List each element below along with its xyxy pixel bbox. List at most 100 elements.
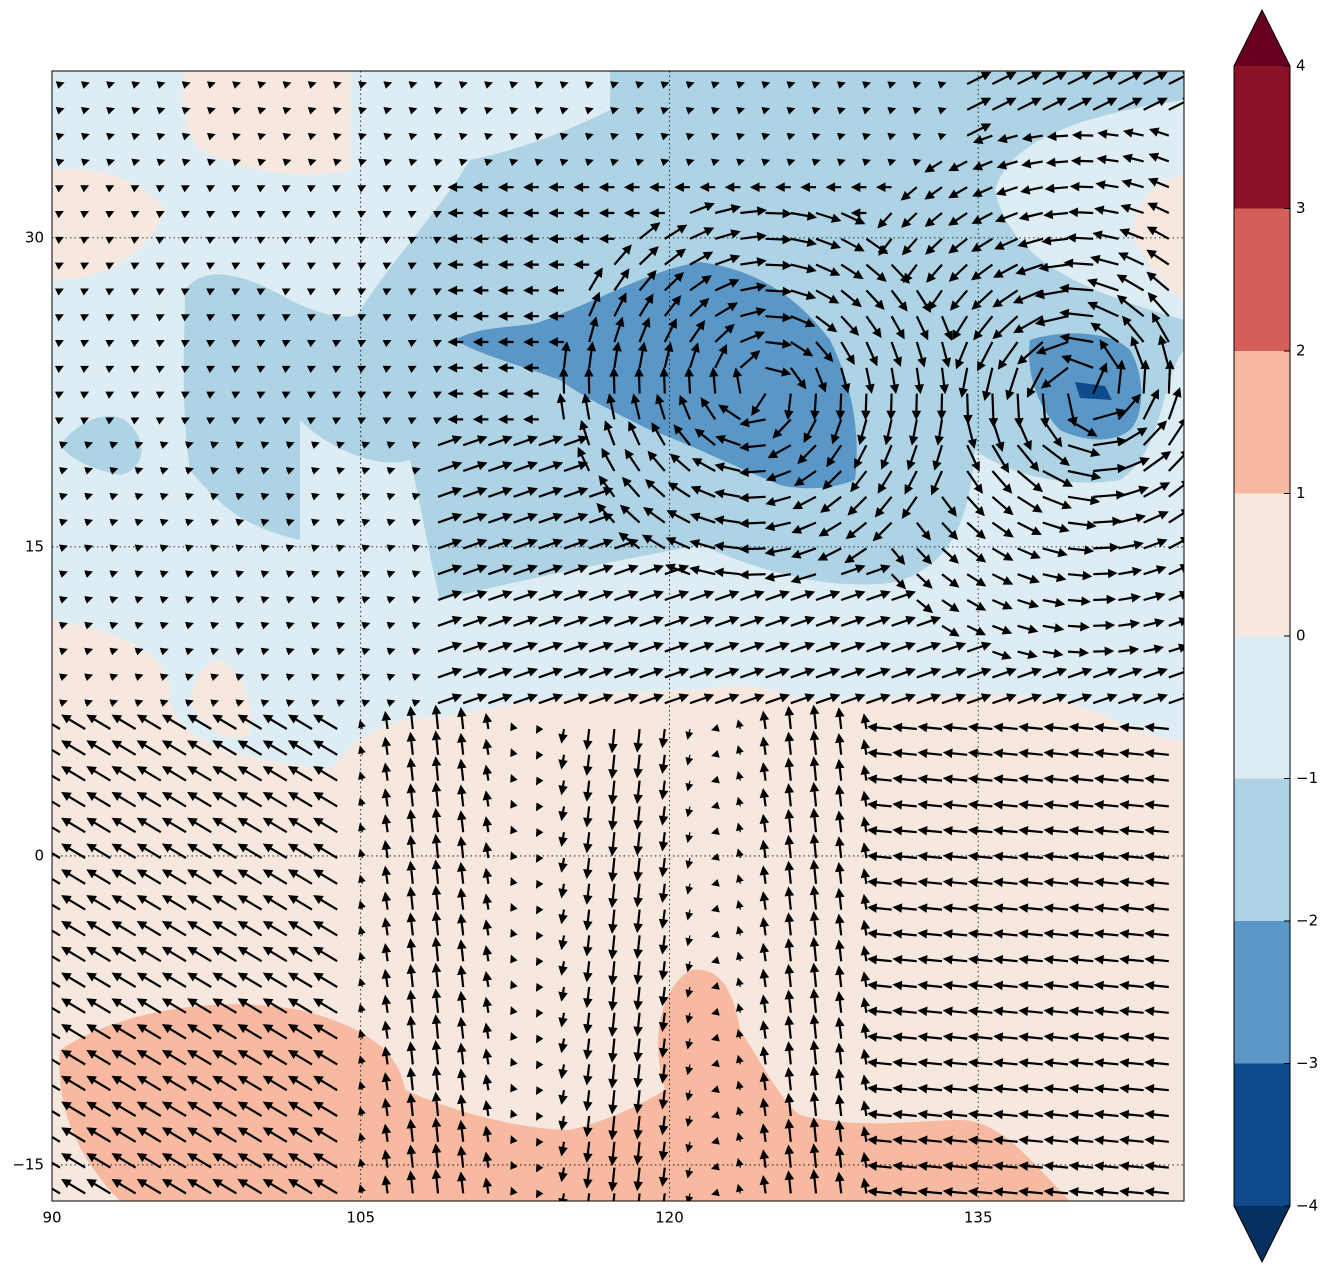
wind-vector <box>281 417 291 425</box>
wind-vector <box>407 391 417 399</box>
wind-vector <box>584 158 594 167</box>
wind-vector <box>759 994 770 1013</box>
wind-vector <box>105 288 115 296</box>
wind-vector <box>967 722 993 733</box>
wind-vector <box>86 998 111 1014</box>
wind-vector <box>386 596 396 604</box>
wind-vector <box>185 673 194 682</box>
wind-vector <box>80 211 90 219</box>
wind-vector <box>967 1032 993 1042</box>
wind-vector <box>608 1141 618 1167</box>
wind-vector <box>1143 618 1165 628</box>
wind-vector <box>187 1127 212 1143</box>
wind-vector <box>237 869 263 885</box>
wind-vector <box>52 903 61 911</box>
wind-vector <box>262 1024 288 1040</box>
wind-vector <box>357 417 367 425</box>
wind-vector <box>181 417 190 425</box>
wind-vector <box>633 1167 643 1192</box>
wind-vector <box>181 314 190 322</box>
wind-vector <box>86 843 111 859</box>
wind-vector <box>1067 621 1090 632</box>
wind-vector <box>185 596 194 604</box>
wind-vector <box>1068 800 1094 810</box>
wind-vector <box>406 757 417 781</box>
wind-vector <box>639 693 664 705</box>
wind-vector <box>406 783 417 807</box>
wind-vector <box>535 854 544 863</box>
wind-vector <box>462 590 488 602</box>
wind-vector <box>1018 980 1043 991</box>
wind-vector <box>892 748 917 759</box>
wind-vector <box>1042 623 1065 633</box>
wind-vector <box>917 1109 943 1120</box>
wind-vector <box>1015 263 1044 276</box>
wind-vector <box>1090 254 1119 266</box>
wind-vector <box>482 919 493 936</box>
wind-vector <box>260 544 270 553</box>
wind-vector <box>715 434 741 447</box>
wind-vector <box>260 647 270 656</box>
wind-vector <box>942 1083 968 1094</box>
wind-vector <box>433 262 442 270</box>
wind-vector <box>791 521 817 534</box>
wind-vector <box>332 158 342 167</box>
wind-vector <box>840 367 851 394</box>
wind-vector <box>235 647 245 656</box>
wind-vector <box>819 495 842 513</box>
wind-vector <box>977 341 994 372</box>
wind-vector <box>332 211 342 219</box>
wind-vector <box>759 917 770 936</box>
wind-vector <box>548 234 564 244</box>
wind-vector <box>1017 71 1042 85</box>
y-tick-label: 30 <box>25 228 44 246</box>
wind-vector <box>583 1012 593 1034</box>
wind-vector <box>431 730 442 755</box>
wind-vector <box>689 251 714 266</box>
wind-vector <box>287 895 313 911</box>
wind-vector <box>237 817 263 834</box>
wind-vector <box>658 909 669 929</box>
wind-vector <box>86 791 111 808</box>
y-tick-label: 15 <box>25 537 44 555</box>
wind-vector <box>406 886 417 910</box>
wind-vector <box>639 590 664 602</box>
wind-vector <box>161 1049 187 1066</box>
wind-vector <box>658 1115 669 1136</box>
wind-vector <box>510 1109 518 1119</box>
wind-vector <box>665 563 691 576</box>
wind-vector <box>1144 825 1169 836</box>
wind-vector <box>993 263 1019 278</box>
wind-vector <box>867 877 892 888</box>
wind-vector <box>281 314 291 322</box>
wind-vector <box>740 231 767 242</box>
wind-vector <box>433 236 442 244</box>
wind-vector <box>187 791 212 808</box>
wind-vector <box>759 839 770 859</box>
wind-vector <box>784 938 795 962</box>
wind-vector <box>407 236 417 244</box>
wind-vector <box>513 486 538 498</box>
vector-field <box>52 71 1184 1201</box>
wind-vector <box>814 367 827 393</box>
wind-vector <box>939 367 949 395</box>
wind-vector <box>993 825 1018 836</box>
wind-vector <box>86 1178 111 1195</box>
wind-vector <box>711 1188 720 1197</box>
wind-vector <box>431 936 442 962</box>
wind-vector <box>407 365 417 373</box>
wind-vector <box>714 667 740 679</box>
wind-vector <box>563 564 589 576</box>
wind-vector <box>237 843 263 859</box>
wind-vector <box>941 641 967 653</box>
wind-vector <box>361 441 371 449</box>
wind-vector <box>740 282 767 292</box>
wind-vector <box>874 496 893 518</box>
wind-vector <box>860 816 871 833</box>
wind-vector <box>357 211 367 219</box>
wind-vector <box>765 208 793 219</box>
wind-vector <box>608 1064 618 1089</box>
wind-vector <box>497 388 514 399</box>
wind-vector <box>1017 573 1040 584</box>
wind-vector <box>1042 97 1067 111</box>
